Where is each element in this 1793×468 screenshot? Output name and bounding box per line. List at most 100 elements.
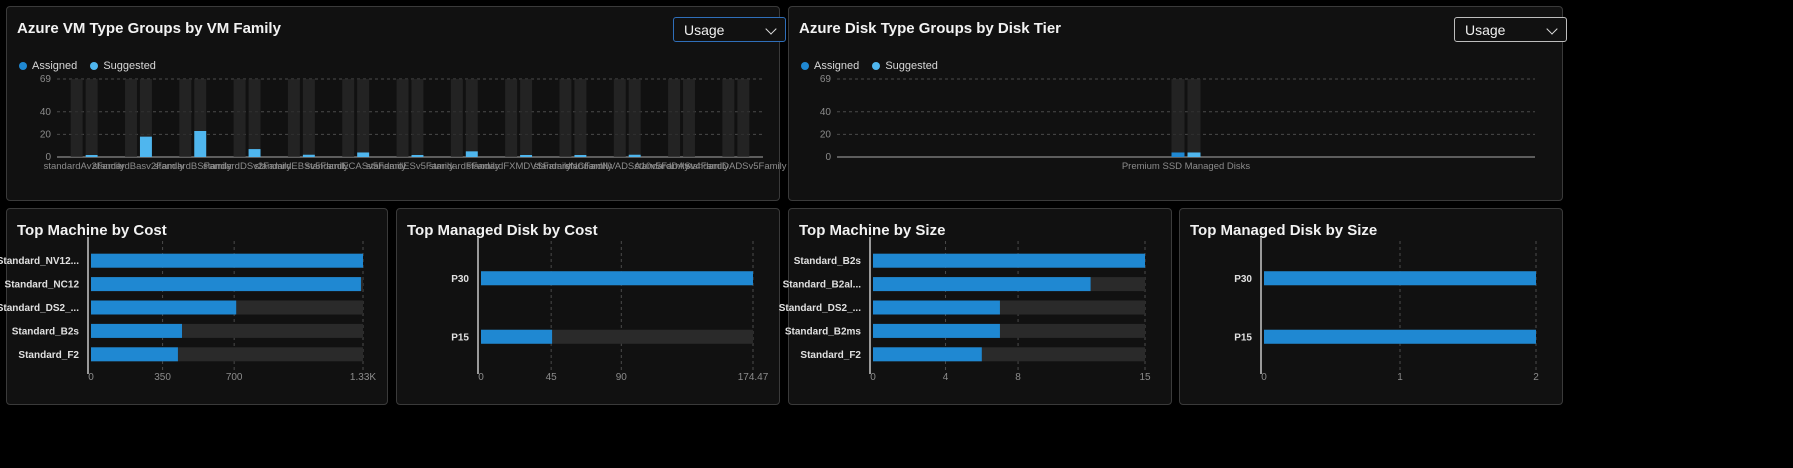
y-category-label: Standard_DS2_... [0,303,79,314]
bar-track [396,79,409,157]
bar-track [505,79,518,157]
suggested-bar [139,136,152,157]
x-tick-label: 2 [1533,372,1539,383]
legend-assigned[interactable]: Assigned [801,60,859,72]
y-category-label: Standard_B2al... [783,280,862,291]
bar-track [722,79,735,157]
x-tick-label: standardNVADSA10v5Family [565,161,689,172]
suggested-bar [574,155,587,157]
y-category-label: Standard_NC12 [5,280,80,291]
suggested-bar [302,154,315,157]
y-category-label: Standard_B2s [12,326,80,337]
top-machine-cost-panel: Top Machine by Cost 0 350 700 1.33K Standard… [0,208,388,405]
bar-track [465,79,478,157]
dropdown-value: Usage [1465,22,1506,38]
bar [873,277,1091,292]
y-tick-label: 0 [45,152,51,163]
bar [481,329,553,344]
legend-suggested[interactable]: Suggested [872,60,938,72]
chart-legend: Assigned Suggested [19,60,166,73]
chart-legend: Assigned Suggested [801,60,948,73]
bar [91,323,183,338]
bar [1264,329,1536,344]
vm-family-panel: Azure VM Type Groups by VM Family Usage … [6,6,787,201]
suggested-bar [85,155,98,157]
y-category-label: Standard_NV12... [0,256,79,267]
bar-track [613,79,626,157]
bar-track [450,79,463,157]
y-category-label: P30 [1234,274,1252,285]
panel-title: Top Managed Disk by Size [1190,222,1378,239]
suggested-bar [248,149,261,157]
bar [873,253,1145,268]
legend-assigned[interactable]: Assigned [19,60,77,72]
y-category-label: Standard_B2s [794,256,862,267]
bar-track [1171,79,1185,157]
bar [873,347,982,362]
y-tick-label: 0 [825,152,831,163]
x-tick-label: 350 [154,372,171,383]
x-tick-label: 4 [943,372,949,383]
y-category-label: Standard_DS2_... [779,303,861,314]
bar-track [520,79,533,157]
suggested-bar [194,131,207,157]
y-tick-label: 40 [40,107,52,118]
bar-track [559,79,572,157]
y-tick-label: 20 [820,129,832,140]
bar-track [628,79,641,157]
suggested-swatch [90,62,99,70]
top-machine-size-panel: Top Machine by Size 0 4 8 15 Standard_B2s Sta… [779,208,1172,405]
bar-track [179,79,192,157]
assigned-swatch [801,62,809,70]
bar-track [233,79,246,157]
x-tick-label: Premium SSD Managed Disks [1122,161,1251,172]
bar-track [85,79,98,157]
bar-track [357,79,370,157]
y-tick-label: 40 [820,107,832,118]
x-tick-label: 0 [870,372,876,383]
bar [481,271,753,286]
legend-suggested[interactable]: Suggested [90,60,156,72]
y-category-label: Standard_F2 [18,350,79,361]
x-tick-label: standardESv5Family [366,161,454,172]
legend-label: Assigned [32,60,78,72]
bar-track [302,79,315,157]
y-category-label: P15 [451,332,469,343]
suggested-bar [1187,152,1201,157]
y-category-label: P15 [1234,332,1252,343]
panel-title: Azure Disk Type Groups by Disk Tier [799,20,1062,37]
suggested-bar [357,152,370,157]
y-tick-label: 20 [40,129,52,140]
x-tick-label: standardFFamily [429,161,500,172]
panel-title: Top Machine by Size [799,222,946,239]
vm-family-chart: 0 20 40 69 standardAv2FamilystandardBasv2Fam… [40,74,787,172]
top-machine-size-chart: 0 4 8 15 Standard_B2s Standard_B2al... Standar… [779,237,1151,383]
bar-track [194,79,207,157]
suggested-bar [411,155,424,157]
dropdown-value: Usage [684,22,725,38]
x-tick-label: 700 [226,372,243,383]
x-tick-label: 174.47 [738,372,769,383]
bar-track [411,79,424,157]
bar-track [70,79,83,157]
bar-track [737,79,750,157]
top-disk-cost-chart: 0 45 90 174.47 P30 P15 [451,237,769,383]
x-tick-label: 0 [88,372,94,383]
x-tick-label: 1.33K [350,372,376,383]
x-tick-label: 0 [1261,372,1267,383]
panel-title: Top Managed Disk by Cost [407,222,598,239]
bar-track [342,79,355,157]
x-tick-label: standardDADSv5Family [685,161,787,172]
x-tick-label: 90 [616,372,628,383]
legend-label: Assigned [814,60,860,72]
y-tick-label: 69 [820,74,832,85]
y-category-label: P30 [451,274,469,285]
top-disk-size-chart: 0 1 2 P30 P15 [1234,237,1539,383]
usage-dropdown[interactable]: Usage [1454,17,1567,42]
bar-track [287,79,300,157]
legend-label: Suggested [885,60,938,72]
assigned-bar [1171,152,1185,157]
disk-tier-chart: 0 20 40 69 Premium SSD Managed Disks [820,74,1535,172]
bar-track [248,79,261,157]
usage-dropdown[interactable]: Usage [673,17,786,42]
